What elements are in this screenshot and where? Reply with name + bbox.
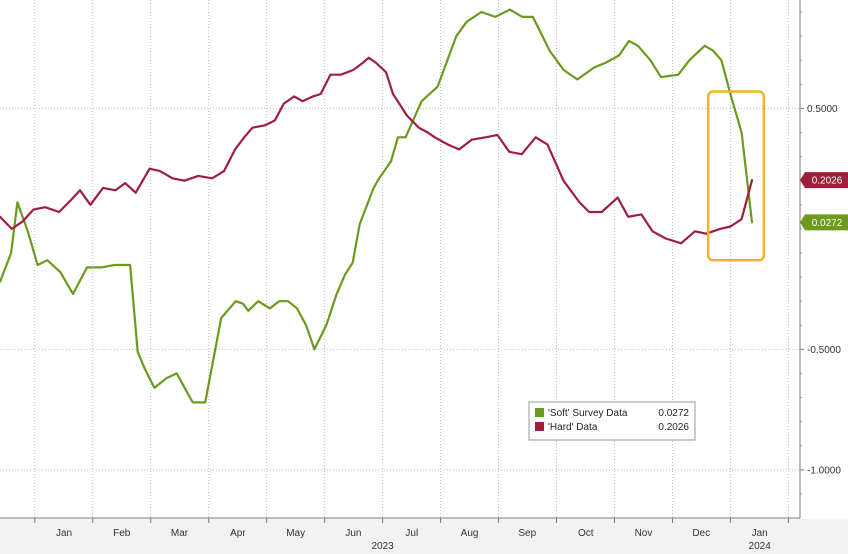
series-lines xyxy=(0,8,754,404)
last-value-tag xyxy=(800,214,848,231)
legend: 'Soft' Survey Data 0.0272 'Hard' Data 0.202… xyxy=(528,401,696,441)
y-tick-label: 0.5000 xyxy=(807,104,838,115)
legend-value: 0.2026 xyxy=(658,422,689,433)
highlight-box xyxy=(706,90,766,262)
x-tick-label: Jul xyxy=(405,528,418,539)
x-tick-label: Sep xyxy=(518,528,536,539)
legend-swatch xyxy=(535,408,544,417)
x-tick-label: Oct xyxy=(578,528,594,539)
x-tick-label: Nov xyxy=(635,528,653,539)
x-tick-label: Aug xyxy=(461,528,479,539)
x-tick-label: May xyxy=(286,528,305,539)
legend-label: 'Soft' Survey Data xyxy=(548,408,628,419)
x-tick-label: Jan xyxy=(752,528,768,539)
y-axis: 0.5000 -0.5000 -1.0000 xyxy=(800,11,841,495)
last-value-label: 0.0272 xyxy=(812,218,843,229)
x-year-label: 2023 xyxy=(371,541,394,552)
hard-data-series-line xyxy=(0,56,754,245)
x-tick-label: Jun xyxy=(345,528,361,539)
legend-value: 0.0272 xyxy=(658,408,689,419)
x-tick-label: Feb xyxy=(113,528,131,539)
last-value-label: 0.2026 xyxy=(812,176,843,187)
legend-label: 'Hard' Data xyxy=(548,422,598,433)
x-axis: Jan Feb Mar Apr May Jun Jul Aug Sep Oct Nov Dec Jan 2… xyxy=(34,518,789,552)
y-tick-label: -0.5000 xyxy=(807,345,841,356)
last-value-tags: 0.2026 0.0272 xyxy=(800,172,848,231)
last-value-tag xyxy=(800,172,848,189)
soft-survey-series-line xyxy=(0,8,754,404)
highlight-annotation xyxy=(706,90,766,262)
x-tick-label: Jan xyxy=(56,528,72,539)
x-tick-label: Dec xyxy=(692,528,710,539)
y-tick-label: -1.0000 xyxy=(807,465,841,476)
bottom-band xyxy=(0,519,848,554)
legend-box xyxy=(528,401,696,441)
x-year-label: 2024 xyxy=(749,541,772,552)
legend-swatch xyxy=(535,422,544,431)
x-tick-label: Mar xyxy=(171,528,189,539)
x-tick-label: Apr xyxy=(230,528,246,539)
